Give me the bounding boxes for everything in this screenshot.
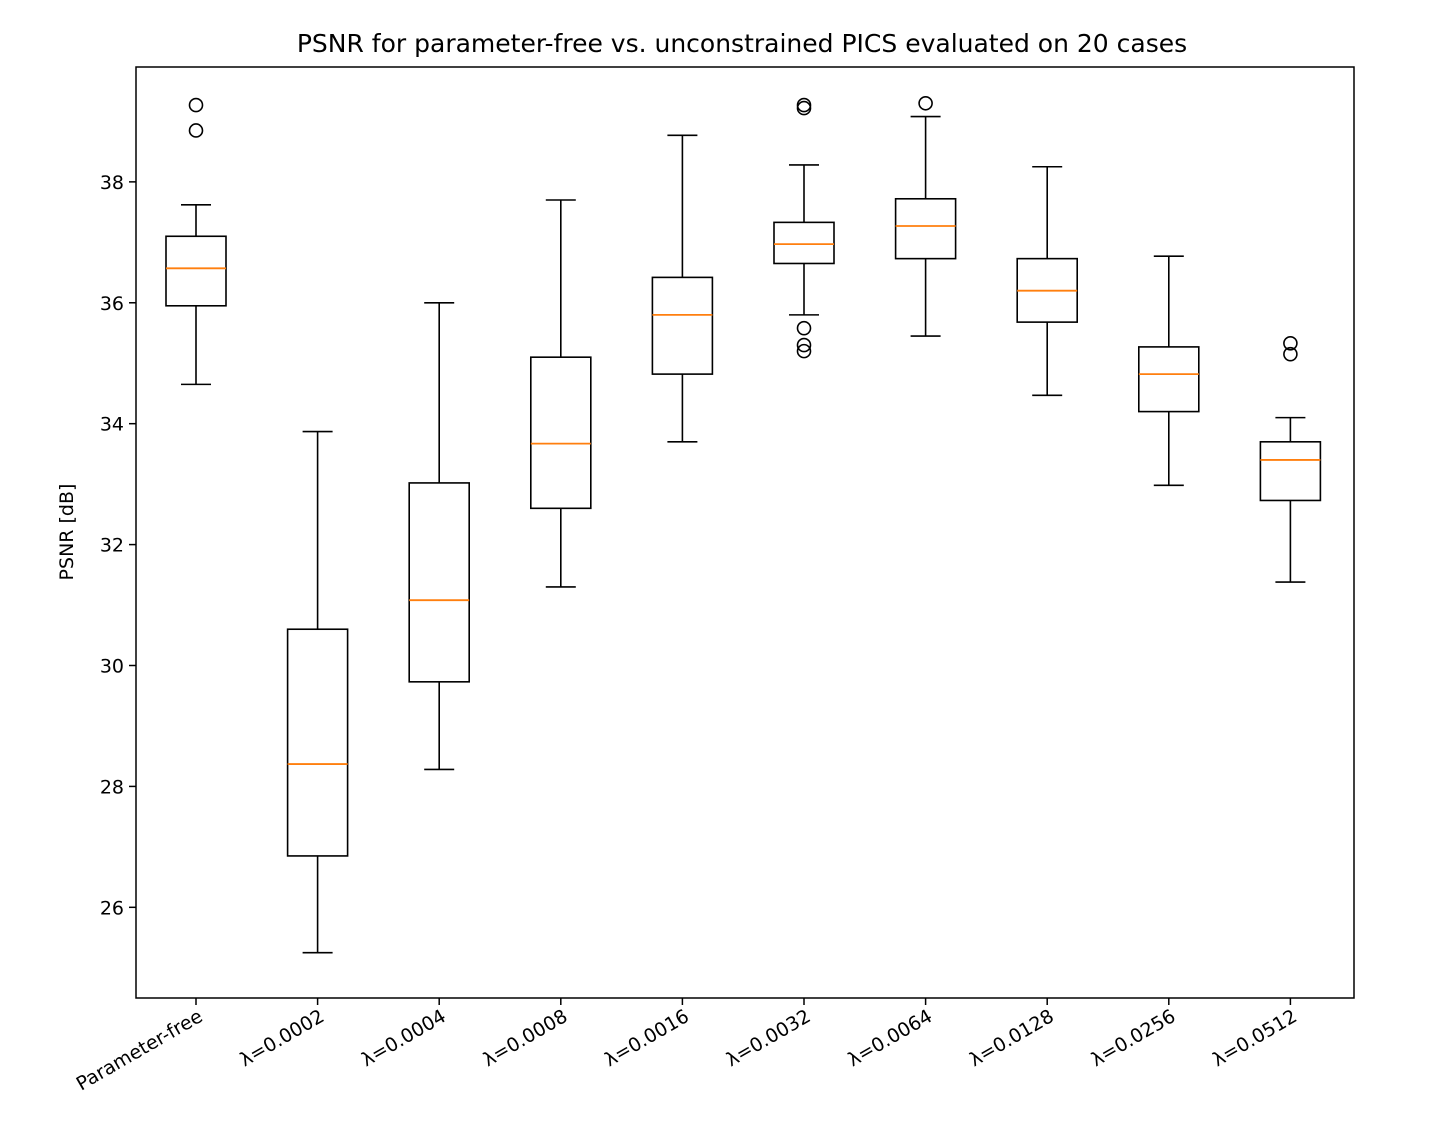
iqr-box	[773, 221, 835, 265]
box-series	[165, 95, 1322, 954]
outlier-point	[796, 320, 812, 336]
y-axis: 26 28 30 32 34 36 38	[100, 172, 136, 919]
iqr-box	[894, 197, 957, 260]
box-group	[286, 430, 349, 954]
outlier-point	[918, 95, 933, 111]
iqr-box	[1259, 441, 1322, 502]
y-tick-label: 36	[100, 293, 124, 315]
y-tick-label: 32	[100, 535, 124, 557]
iqr-box	[529, 356, 592, 510]
box-group	[165, 97, 227, 386]
box-group	[894, 95, 957, 337]
iqr-box	[286, 628, 349, 857]
box-group	[408, 301, 471, 771]
y-tick-label: 38	[100, 172, 124, 194]
outlier-point	[188, 97, 204, 113]
box-group	[529, 199, 592, 588]
y-axis-label: PSNR [dB]	[56, 484, 78, 581]
iqr-box	[651, 276, 714, 375]
outlier-point	[188, 123, 204, 138]
box-group	[1259, 335, 1322, 583]
y-tick-label: 34	[100, 414, 124, 436]
outlier-point	[796, 337, 812, 353]
plot-area-frame	[135, 66, 1355, 999]
outlier-point	[796, 100, 812, 116]
box-group	[651, 134, 714, 443]
box-group	[773, 97, 835, 359]
box-group	[1016, 165, 1079, 397]
outlier-point	[796, 343, 812, 359]
iqr-box	[408, 482, 471, 683]
box-group	[1138, 255, 1200, 487]
chart-title: PSNR for parameter-free vs. unconstraine…	[297, 29, 1187, 58]
outlier-point	[1283, 346, 1298, 362]
iqr-box	[1138, 346, 1200, 413]
y-tick-label: 26	[100, 897, 124, 919]
iqr-box	[165, 235, 227, 307]
outlier-point	[1283, 335, 1298, 351]
y-tick-label: 28	[100, 776, 124, 798]
y-tick-label: 30	[100, 656, 124, 678]
